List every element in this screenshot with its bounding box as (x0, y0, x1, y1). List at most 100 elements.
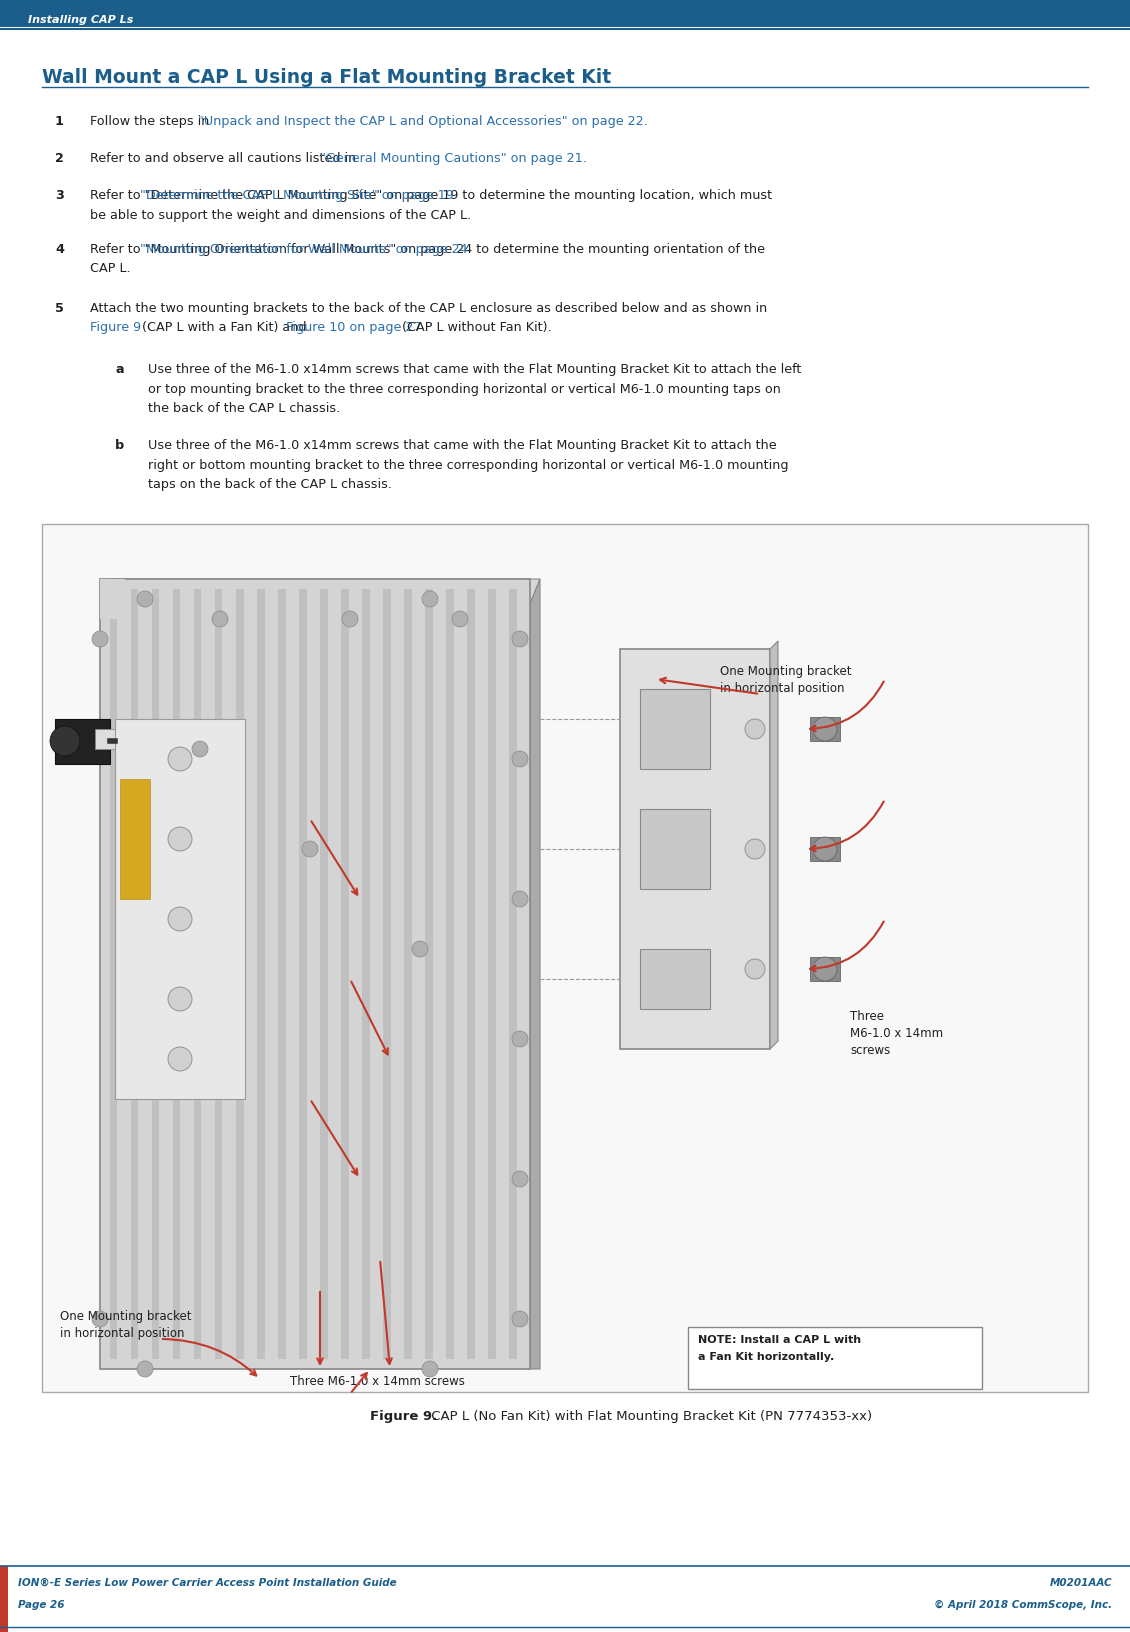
Circle shape (421, 592, 438, 607)
Text: in horizontal position: in horizontal position (720, 682, 844, 695)
Bar (425, 589, 433, 1359)
Circle shape (512, 1310, 528, 1327)
Bar (810, 837, 840, 862)
Bar (810, 958, 840, 981)
Text: Page 26: Page 26 (18, 1599, 64, 1609)
Circle shape (50, 726, 80, 757)
Bar (320, 589, 328, 1359)
Text: 2: 2 (55, 152, 64, 165)
Text: a: a (115, 362, 123, 375)
Text: b: b (115, 439, 124, 452)
Circle shape (192, 741, 208, 757)
Circle shape (745, 720, 765, 739)
Text: screws: screws (850, 1043, 890, 1056)
Text: (CAP L with a Fan Kit) and: (CAP L with a Fan Kit) and (138, 322, 311, 335)
Circle shape (512, 1172, 528, 1186)
Text: M6-1.0 x 14mm: M6-1.0 x 14mm (850, 1027, 944, 1040)
Circle shape (512, 1031, 528, 1048)
Circle shape (512, 891, 528, 907)
Text: in horizontal position: in horizontal position (60, 1327, 184, 1340)
Bar (640, 950, 710, 1009)
Bar (42, 524, 1088, 1392)
Text: One Mounting bracket: One Mounting bracket (720, 664, 852, 677)
FancyBboxPatch shape (688, 1327, 982, 1389)
Text: NOTE: Install a CAP L with: NOTE: Install a CAP L with (698, 1335, 861, 1345)
Circle shape (512, 752, 528, 767)
Text: Refer to and observe all cautions listed in: Refer to and observe all cautions listed… (90, 152, 360, 165)
Polygon shape (530, 579, 540, 1369)
Bar (405, 589, 411, 1359)
Text: "General Mounting Cautions" on page 21.: "General Mounting Cautions" on page 21. (320, 152, 586, 165)
Text: taps on the back of the CAP L chassis.: taps on the back of the CAP L chassis. (148, 478, 392, 491)
Text: right or bottom mounting bracket to the three corresponding horizontal or vertic: right or bottom mounting bracket to the … (148, 459, 789, 472)
Bar (55, 720, 110, 764)
Text: Figure 10 on page 27: Figure 10 on page 27 (286, 322, 421, 335)
Bar (120, 780, 150, 899)
Bar (0, 0, 1130, 28)
Bar (278, 589, 286, 1359)
Text: be able to support the weight and dimensions of the CAP L.: be able to support the weight and dimens… (90, 209, 471, 222)
Circle shape (168, 987, 192, 1012)
Text: "Determine the CAP L Mounting Site" on page 19: "Determine the CAP L Mounting Site" on p… (140, 189, 454, 202)
Bar (258, 589, 264, 1359)
Bar (299, 589, 306, 1359)
Text: © April 2018 CommScope, Inc.: © April 2018 CommScope, Inc. (933, 1599, 1112, 1609)
Bar (131, 589, 138, 1359)
Text: Follow the steps in: Follow the steps in (90, 114, 214, 127)
Circle shape (342, 612, 358, 628)
Bar (153, 589, 159, 1359)
Text: Refer to "Determine the CAP L Mounting Site" on page 19 to determine the mountin: Refer to "Determine the CAP L Mounting S… (90, 189, 772, 202)
Circle shape (812, 958, 837, 981)
Bar (99, 579, 125, 620)
Circle shape (812, 718, 837, 741)
Bar (640, 809, 710, 889)
Text: CAP L (No Fan Kit) with Flat Mounting Bracket Kit (PN 7774353-xx): CAP L (No Fan Kit) with Flat Mounting Br… (427, 1408, 872, 1421)
Text: "Mounting Orientation for Wall Mounts" on page 24: "Mounting Orientation for Wall Mounts" o… (140, 243, 468, 256)
Circle shape (412, 942, 428, 958)
Bar (363, 589, 370, 1359)
Text: One Mounting bracket: One Mounting bracket (60, 1309, 191, 1322)
Text: 1: 1 (55, 114, 64, 127)
Text: Use three of the M6-1.0 x14mm screws that came with the Flat Mounting Bracket Ki: Use three of the M6-1.0 x14mm screws tha… (148, 362, 801, 375)
Bar (488, 589, 496, 1359)
Bar (510, 589, 516, 1359)
Bar (173, 589, 181, 1359)
Bar (110, 589, 118, 1359)
Bar (0, 1567, 8, 1632)
Bar (810, 718, 840, 741)
Text: a Fan Kit horizontally.: a Fan Kit horizontally. (698, 1351, 834, 1361)
Text: Installing CAP Ls: Installing CAP Ls (28, 15, 133, 24)
Text: 4: 4 (55, 243, 64, 256)
Text: CAP L.: CAP L. (90, 263, 131, 276)
Text: 3: 3 (55, 189, 64, 202)
Bar (383, 589, 391, 1359)
Bar (341, 589, 349, 1359)
Circle shape (137, 1361, 153, 1377)
Text: Attach the two mounting brackets to the back of the CAP L enclosure as described: Attach the two mounting brackets to the … (90, 302, 767, 315)
Circle shape (302, 842, 318, 857)
Bar (194, 589, 201, 1359)
Polygon shape (99, 579, 540, 604)
Bar (620, 650, 770, 1049)
Circle shape (512, 632, 528, 648)
Circle shape (168, 907, 192, 932)
Text: the back of the CAP L chassis.: the back of the CAP L chassis. (148, 401, 340, 415)
Circle shape (168, 747, 192, 772)
Text: or top mounting bracket to the three corresponding horizontal or vertical M6-1.0: or top mounting bracket to the three cor… (148, 382, 781, 395)
Bar (115, 720, 245, 1100)
Circle shape (452, 612, 468, 628)
Circle shape (421, 1361, 438, 1377)
Circle shape (212, 612, 228, 628)
Circle shape (168, 827, 192, 852)
Circle shape (168, 1048, 192, 1071)
Text: Refer to "Mounting Orientation for Wall Mounts" on page 24 to determine the moun: Refer to "Mounting Orientation for Wall … (90, 243, 765, 256)
Text: (CAP L without Fan Kit).: (CAP L without Fan Kit). (398, 322, 551, 335)
Circle shape (92, 1310, 108, 1327)
Bar (640, 690, 710, 770)
Bar (446, 589, 454, 1359)
Circle shape (812, 837, 837, 862)
Text: M0201AAC: M0201AAC (1050, 1577, 1112, 1586)
Bar (236, 589, 243, 1359)
Text: Figure 9.: Figure 9. (370, 1408, 437, 1421)
Bar (99, 579, 530, 1369)
